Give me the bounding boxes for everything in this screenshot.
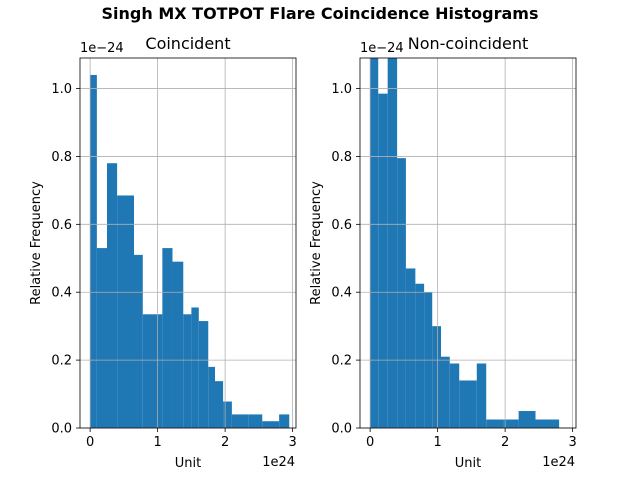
axes-frame [79, 57, 297, 429]
histogram-bar [262, 421, 280, 428]
histogram-bar [441, 356, 450, 428]
histogram-bar [191, 307, 199, 428]
histogram-bar [142, 314, 158, 428]
histogram-bar [96, 248, 107, 428]
x-tick-label: 0 [366, 435, 374, 450]
x-tick-label: 3 [288, 435, 296, 450]
histogram-bar [248, 414, 263, 428]
y-tick-label: 1.0 [331, 82, 352, 97]
histogram-bar [397, 158, 406, 428]
bars [370, 58, 560, 428]
histogram-bar [215, 381, 224, 428]
y-tick-label: 0.0 [331, 422, 352, 437]
y-tick-label: 0.4 [51, 286, 72, 301]
histogram-bar [468, 380, 477, 428]
histogram-bar [162, 248, 173, 428]
y-tick-label: 0.0 [51, 422, 72, 437]
histogram-bar [449, 363, 460, 428]
bars [90, 74, 290, 429]
x-tick-label: 0 [86, 435, 94, 450]
histogram-bar [107, 163, 118, 428]
x-tick-label: 3 [568, 435, 576, 450]
y-tick-label: 0.4 [331, 286, 352, 301]
y-offset-text: 1e−24 [360, 41, 404, 56]
y-tick-label: 0.6 [51, 218, 72, 233]
histogram-bar [459, 380, 468, 428]
y-tick-label: 0.8 [51, 150, 72, 165]
x-offset-text: 1e24 [542, 455, 575, 470]
histogram-bar [183, 314, 192, 428]
x-axis-label: Unit [455, 456, 481, 471]
histogram-bar [486, 419, 504, 428]
y-offset-text: 1e−24 [80, 41, 124, 56]
histogram-bar [231, 414, 249, 428]
histogram-bar [518, 411, 536, 428]
axes-frame [359, 57, 577, 429]
y-tick-label: 0.2 [51, 354, 72, 369]
x-tick-label: 1 [153, 435, 161, 450]
chart-title: Non-coincident [408, 34, 529, 53]
y-tick-label: 0.2 [331, 354, 352, 369]
subplot-coincident: Coincident Unit Relative Frequency 1e24 … [29, 34, 297, 471]
histogram-bar [90, 74, 97, 429]
histogram-bar [370, 58, 379, 428]
histogram-bar [378, 93, 388, 428]
grid [360, 58, 576, 429]
histogram-bar [172, 261, 184, 428]
histogram-bar [387, 58, 398, 428]
histogram-bar [223, 401, 232, 428]
histogram-bar [432, 326, 441, 428]
histogram-bar [279, 414, 290, 428]
histogram-bar [476, 363, 487, 428]
histogram-bar [208, 366, 215, 428]
y-axis-label: Relative Frequency [29, 181, 44, 305]
y-tick-label: 0.8 [331, 150, 352, 165]
histogram-bar [535, 419, 560, 428]
x-tick-label: 2 [501, 435, 509, 450]
histogram-bar [503, 419, 519, 428]
histogram-bar [157, 314, 163, 428]
x-axis-label: Unit [175, 456, 201, 471]
histogram-bar [117, 195, 134, 428]
histogram-bar [134, 254, 143, 428]
y-axis-label: Relative Frequency [309, 181, 324, 305]
histogram-bar [405, 268, 416, 428]
x-tick-label: 2 [221, 435, 229, 450]
x-offset-text: 1e24 [262, 455, 295, 470]
histogram-bar [415, 283, 425, 428]
y-tick-label: 0.6 [331, 218, 352, 233]
figure-suptitle: Singh MX TOTPOT Flare Coincidence Histog… [102, 4, 539, 23]
subplot-non-coincident: Non-coincident Unit Relative Frequency 1… [309, 34, 577, 471]
histogram-bar [198, 321, 209, 428]
chart-title: Coincident [145, 34, 230, 53]
x-tick-label: 1 [433, 435, 441, 450]
y-tick-label: 1.0 [51, 82, 72, 97]
